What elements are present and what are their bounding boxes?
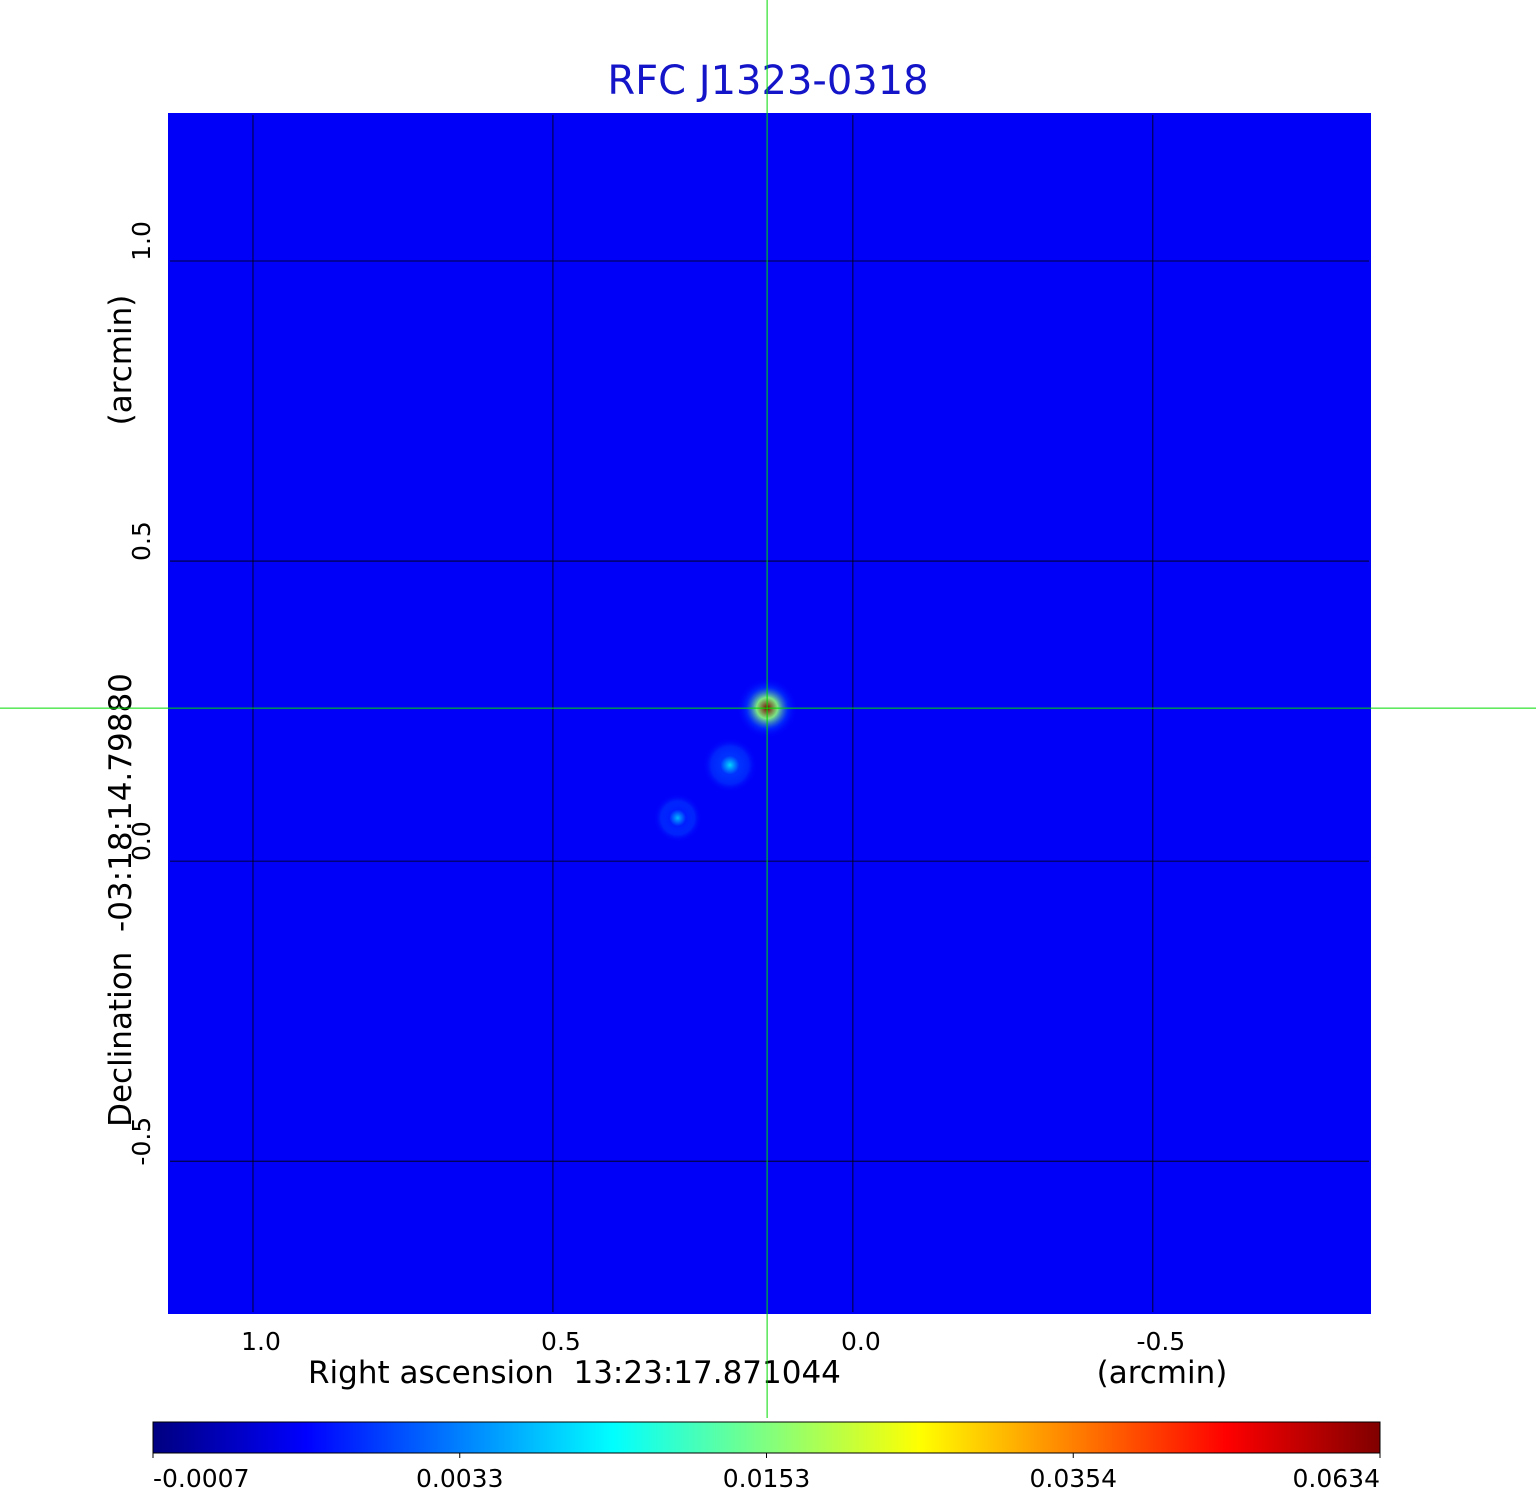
- colorbar-tick-label: 0.0354: [1030, 1464, 1117, 1493]
- x-tick-label: 1.0: [241, 1327, 281, 1356]
- y-tick-label: 0.5: [127, 521, 156, 561]
- source: [702, 738, 757, 793]
- y-tick-label: 1.0: [127, 221, 156, 261]
- y-tick-label: -0.5: [127, 1117, 156, 1166]
- colorbar-tick-label: -0.0007: [153, 1464, 250, 1493]
- colorbar-tick-label: 0.0153: [723, 1464, 810, 1493]
- y-axis-unit: (arcmin): [103, 295, 139, 426]
- source: [653, 793, 702, 842]
- x-tick-label: -0.5: [1136, 1327, 1185, 1356]
- x-axis-label: Right ascension 13:23:17.871044: [308, 1355, 841, 1391]
- chart-title: RFC J1323-0318: [607, 58, 928, 104]
- y-axis-label: Declination -03:18:14.79880: [103, 673, 139, 1127]
- colorbar-tick-label: 0.0033: [416, 1464, 503, 1493]
- colorbar-tick-label: 0.0634: [1293, 1464, 1380, 1493]
- x-tick-label: 0.5: [541, 1327, 581, 1356]
- plot-frame: [168, 113, 1371, 1314]
- x-axis-unit: (arcmin): [1097, 1355, 1228, 1391]
- y-tick-label: 0.0: [127, 821, 156, 861]
- colorbar: [152, 1421, 1381, 1454]
- x-tick-label: 0.0: [841, 1327, 881, 1356]
